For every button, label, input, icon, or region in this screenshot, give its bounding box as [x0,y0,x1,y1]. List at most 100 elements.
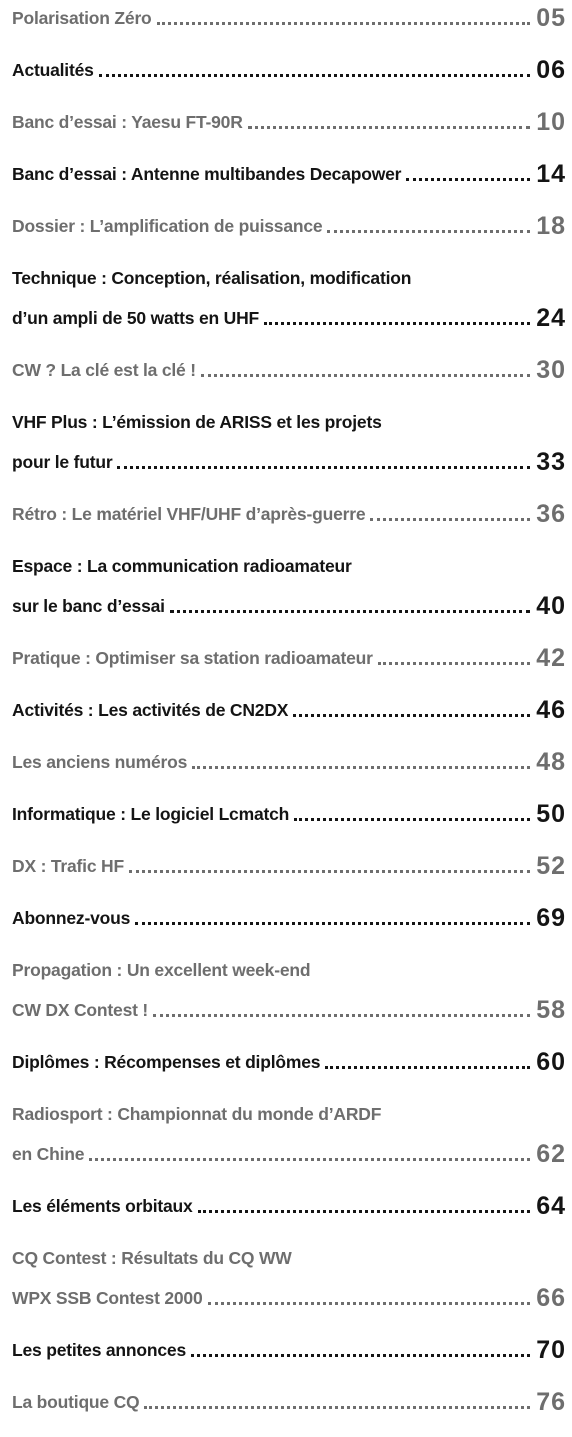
toc-entry: Les éléments orbitaux 64 [12,1186,566,1226]
page-number: 48 [536,748,566,776]
toc-line: Radiosport : Championnat du monde d’ARDF [12,1094,566,1134]
toc-line: WPX SSB Contest 2000 66 [12,1278,566,1318]
entry-title: WPX SSB Contest 2000 [12,1288,203,1308]
entry-title: CW ? La clé est la clé ! [12,360,196,380]
dot-leader [144,1405,531,1409]
entry-title: Les éléments orbitaux [12,1196,193,1216]
toc-entry: CQ Contest : Résultats du CQ WW WPX SSB C… [12,1238,566,1318]
page-number: 30 [536,356,566,384]
toc-entry: Propagation : Un excellent week-end CW DX… [12,950,566,1030]
toc-line: Les petites annonces 70 [12,1330,566,1370]
dot-leader [135,921,531,925]
entry-title: Propagation : Un excellent week-end [12,960,311,980]
toc-line: Polarisation Zéro 05 [12,0,566,38]
entry-title: Banc d’essai : Antenne multibandes Decap… [12,164,402,184]
dot-leader [293,713,531,717]
entry-title: Technique : Conception, réalisation, mod… [12,268,412,288]
dot-leader [200,373,531,377]
toc-line: pour le futur 33 [12,442,566,482]
dot-leader [192,765,531,769]
dot-leader [197,1209,531,1213]
entry-title: Les petites annonces [12,1340,186,1360]
entry-title: Diplômes : Récompenses et diplômes [12,1052,321,1072]
page-number: 50 [536,800,566,828]
toc-line: d’un ampli de 50 watts en UHF 24 [12,298,566,338]
dot-leader [370,517,531,521]
toc-line: Diplômes : Récompenses et diplômes 60 [12,1042,566,1082]
page-number: 40 [536,592,566,620]
entry-title: pour le futur [12,452,113,472]
toc-entry: Les anciens numéros 48 [12,742,566,782]
toc-line: sur le banc d’essai 40 [12,586,566,626]
page-number: 70 [536,1336,566,1364]
toc-entry: La boutique CQ 76 [12,1382,566,1422]
toc-entry: Diplômes : Récompenses et diplômes 60 [12,1042,566,1082]
toc-entry: Polarisation Zéro 05 [12,0,566,38]
toc-line: Technique : Conception, réalisation, mod… [12,258,566,298]
dot-leader [377,661,531,665]
entry-title: La boutique CQ [12,1392,140,1412]
dot-leader [325,1065,531,1069]
dot-leader [117,465,531,469]
entry-title: d’un ampli de 50 watts en UHF [12,308,260,328]
toc-line: Rétro : Le matériel VHF/UHF d’après-guer… [12,494,566,534]
entry-title: DX : Trafic HF [12,856,124,876]
page-number: 06 [536,56,566,84]
page-number: 64 [536,1192,566,1220]
toc-line: Activités : Les activités de CN2DX 46 [12,690,566,730]
toc-entry: Actualités 06 [12,50,566,90]
toc-entry: Les petites annonces 70 [12,1330,566,1370]
dot-leader [153,1013,531,1017]
toc-entry: Banc d’essai : Yaesu FT-90R 10 [12,102,566,142]
toc-entry: Activités : Les activités de CN2DX 46 [12,690,566,730]
entry-title: Activités : Les activités de CN2DX [12,700,289,720]
toc-entry: Rétro : Le matériel VHF/UHF d’après-guer… [12,494,566,534]
page-number: 14 [536,160,566,188]
page-number: 24 [536,304,566,332]
entry-title: Actualités [12,60,94,80]
page-number: 33 [536,448,566,476]
dot-leader [128,869,531,873]
entry-title: sur le banc d’essai [12,596,165,616]
page-number: 05 [536,4,566,32]
dot-leader [294,817,531,821]
toc-line: Dossier : L’amplification de puissance 18 [12,206,566,246]
toc-entry: CW ? La clé est la clé ! 30 [12,350,566,390]
toc-entry: Dossier : L’amplification de puissance 18 [12,206,566,246]
page-number: 52 [536,852,566,880]
toc-line: Pratique : Optimiser sa station radioama… [12,638,566,678]
page-number: 76 [536,1388,566,1416]
entry-title: Dossier : L’amplification de puissance [12,216,323,236]
dot-leader [264,321,531,325]
page-number: 42 [536,644,566,672]
page-number: 69 [536,904,566,932]
entry-title: en Chine [12,1144,85,1164]
toc-line: La boutique CQ 76 [12,1382,566,1422]
toc-line: CW ? La clé est la clé ! 30 [12,350,566,390]
entry-title: CW DX Contest ! [12,1000,149,1020]
toc-line: DX : Trafic HF 52 [12,846,566,886]
dot-leader [247,125,531,129]
page-number: 46 [536,696,566,724]
toc-line: Abonnez-vous 69 [12,898,566,938]
entry-title: Informatique : Le logiciel Lcmatch [12,804,290,824]
page-number: 58 [536,996,566,1024]
entry-title: CQ Contest : Résultats du CQ WW [12,1248,292,1268]
dot-leader [98,73,531,77]
toc-line: VHF Plus : L’émission de ARISS et les pr… [12,402,566,442]
page-number: 10 [536,108,566,136]
entry-title: Espace : La communication radioamateur [12,556,352,576]
entry-title: Banc d’essai : Yaesu FT-90R [12,112,243,132]
toc-line: en Chine 62 [12,1134,566,1174]
toc-entry: Pratique : Optimiser sa station radioama… [12,638,566,678]
entry-title: Pratique : Optimiser sa station radioama… [12,648,373,668]
page-number: 60 [536,1048,566,1076]
dot-leader [406,177,531,181]
toc-line: CW DX Contest ! 58 [12,990,566,1030]
toc-line: Banc d’essai : Antenne multibandes Decap… [12,154,566,194]
toc-line: Propagation : Un excellent week-end [12,950,566,990]
entry-title: Abonnez-vous [12,908,131,928]
dot-leader [89,1157,531,1161]
toc-line: Informatique : Le logiciel Lcmatch 50 [12,794,566,834]
